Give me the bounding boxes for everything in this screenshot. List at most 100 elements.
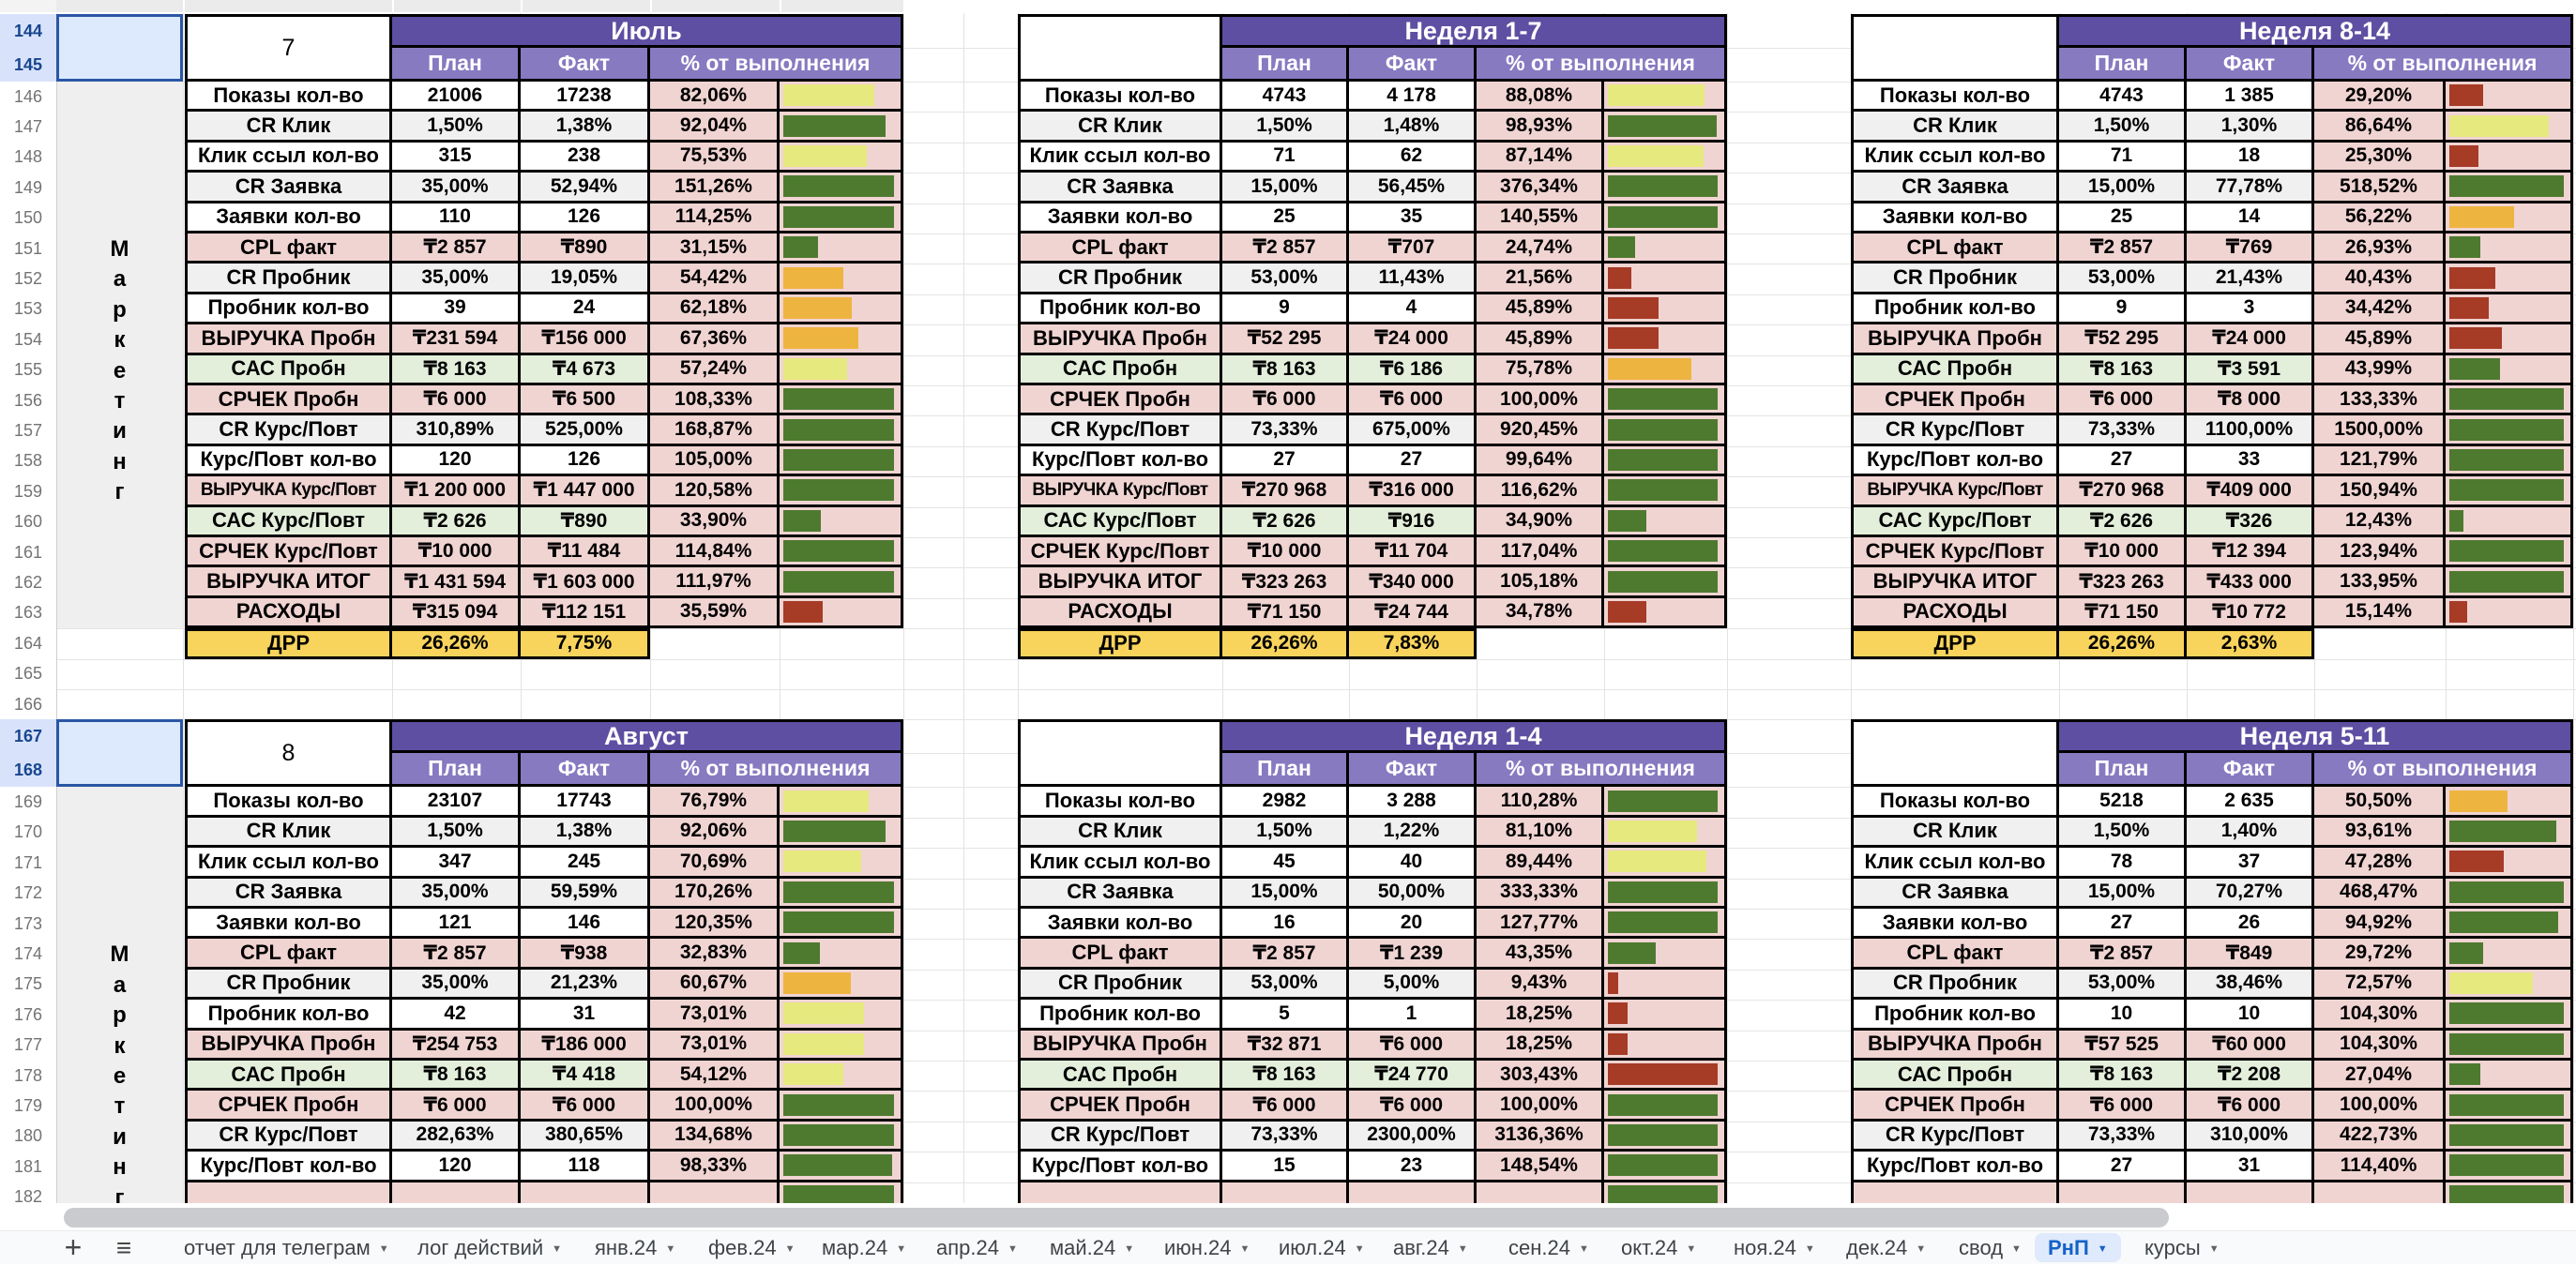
pct-value-cell[interactable]: 31,15% [650, 233, 780, 264]
metric-label-cell[interactable]: ВЫРУЧКА Курс/Повт [1018, 476, 1222, 507]
pct-value-cell[interactable]: 123,94% [2314, 537, 2446, 568]
row-header-172[interactable]: 172 [0, 878, 57, 910]
fact-value-cell[interactable]: ₸2 208 [2187, 1061, 2314, 1092]
sheet-tab-отчет для телеграм[interactable]: отчет для телеграм ▼ [171, 1233, 402, 1262]
fact-value-cell[interactable]: 17743 [521, 787, 650, 818]
pct-value-cell[interactable]: 100,00% [2314, 1091, 2446, 1122]
metric-label-cell[interactable]: Курс/Повт кол-во [1018, 1152, 1222, 1182]
pct-value-cell[interactable]: 303,43% [1477, 1061, 1604, 1092]
plan-value-cell[interactable]: 1,50% [1222, 817, 1349, 849]
plan-value-cell[interactable]: 15,00% [1222, 173, 1349, 203]
progress-bar-cell[interactable] [780, 445, 903, 477]
plan-value-cell[interactable]: ₸2 857 [392, 939, 521, 970]
plan-value-cell[interactable]: 35,00% [392, 969, 521, 1001]
pct-value-cell[interactable]: 92,06% [650, 817, 780, 849]
table-title-week-1-4[interactable]: Неделя 1-4 [1222, 719, 1727, 754]
fact-value-cell[interactable]: 10 [2187, 1000, 2314, 1031]
progress-bar-cell[interactable] [1604, 939, 1727, 970]
plan-value-cell[interactable]: 4743 [2059, 82, 2187, 113]
progress-bar-cell[interactable] [780, 1091, 903, 1122]
pct-value-cell[interactable]: 82,06% [650, 82, 780, 113]
column-header-fact[interactable]: Факт [2187, 48, 2314, 82]
row-header-148[interactable]: 148 [0, 142, 57, 174]
plan-value-cell[interactable]: ₸71 150 [1222, 597, 1349, 629]
plan-value-cell[interactable]: ₸2 857 [2059, 233, 2187, 264]
all-sheets-menu-button[interactable]: ≡ [115, 1232, 132, 1262]
plan-value-cell[interactable]: ₸323 263 [1222, 567, 1349, 598]
pct-value-cell[interactable]: 87,14% [1477, 142, 1604, 173]
table-title-week-5-11[interactable]: Неделя 5-11 [2059, 719, 2573, 754]
plan-value-cell[interactable]: ₸8 163 [2059, 1061, 2187, 1092]
fact-value-cell[interactable]: 19,05% [521, 264, 650, 294]
plan-value-cell[interactable]: 2982 [1222, 787, 1349, 818]
metric-label-cell[interactable]: СРЧЕК Пробн [185, 385, 392, 416]
sheet-tab-янв.24[interactable]: янв.24 ▼ [582, 1233, 689, 1262]
partial-row-cell[interactable] [392, 1182, 521, 1203]
metric-label-cell[interactable]: CPL факт [1851, 939, 2059, 970]
plan-value-cell[interactable]: 27 [1222, 445, 1349, 477]
fact-value-cell[interactable]: ₸433 000 [2187, 567, 2314, 598]
pct-value-cell[interactable]: 45,89% [1477, 294, 1604, 325]
pct-value-cell[interactable]: 114,40% [2314, 1152, 2446, 1182]
metric-label-cell[interactable]: ВЫРУЧКА Курс/Повт [1851, 476, 2059, 507]
drr-label-cell[interactable]: ДРР [1851, 628, 2059, 659]
pct-value-cell[interactable]: 29,72% [2314, 939, 2446, 970]
metric-label-cell[interactable]: Заявки кол-во [1851, 203, 2059, 233]
fact-value-cell[interactable]: ₸6 186 [1349, 354, 1477, 385]
progress-bar-cell[interactable] [780, 1061, 903, 1092]
pct-value-cell[interactable]: 108,33% [650, 385, 780, 416]
plan-value-cell[interactable]: 120 [392, 1152, 521, 1182]
pct-value-cell[interactable]: 100,00% [1477, 1091, 1604, 1122]
metric-label-cell[interactable]: САС Пробн [1851, 1061, 2059, 1092]
metric-label-cell[interactable]: Клик ссыл кол-во [1018, 142, 1222, 173]
pct-value-cell[interactable]: 45,89% [1477, 324, 1604, 355]
metric-label-cell[interactable]: CR Заявка [185, 878, 392, 909]
column-header-pct[interactable]: % от выполнения [650, 753, 903, 788]
fact-value-cell[interactable]: 14 [2187, 203, 2314, 233]
metric-label-cell[interactable]: РАСХОДЫ [185, 597, 392, 629]
plan-value-cell[interactable]: 73,33% [1222, 1121, 1349, 1152]
plan-value-cell[interactable]: 53,00% [2059, 969, 2187, 1001]
pct-value-cell[interactable]: 105,00% [650, 445, 780, 477]
plan-value-cell[interactable]: 10 [2059, 1000, 2187, 1031]
sheet-tab-лог действий[interactable]: лог действий ▼ [404, 1233, 575, 1262]
pct-value-cell[interactable]: 133,95% [2314, 567, 2446, 598]
pct-value-cell[interactable]: 43,35% [1477, 939, 1604, 970]
chevron-down-icon[interactable]: ▼ [1916, 1242, 1927, 1255]
chevron-down-icon[interactable]: ▼ [1457, 1242, 1468, 1255]
metric-label-cell[interactable]: ВЫРУЧКА ИТОГ [1851, 567, 2059, 598]
progress-bar-cell[interactable] [1604, 878, 1727, 909]
fact-value-cell[interactable]: 126 [521, 445, 650, 477]
progress-bar-cell[interactable] [1604, 142, 1727, 173]
fact-value-cell[interactable]: 77,78% [2187, 173, 2314, 203]
pct-value-cell[interactable]: 35,59% [650, 597, 780, 629]
pct-value-cell[interactable]: 75,78% [1477, 354, 1604, 385]
plan-value-cell[interactable]: ₸254 753 [392, 1030, 521, 1061]
fact-value-cell[interactable]: 31 [521, 1000, 650, 1031]
plan-value-cell[interactable]: ₸10 000 [1222, 537, 1349, 568]
progress-bar-cell[interactable] [780, 537, 903, 568]
table-title-august[interactable]: Август [392, 719, 903, 754]
plan-value-cell[interactable]: 15,00% [2059, 878, 2187, 909]
pct-value-cell[interactable]: 100,00% [650, 1091, 780, 1122]
fact-value-cell[interactable]: 50,00% [1349, 878, 1477, 909]
fact-value-cell[interactable]: 38,46% [2187, 969, 2314, 1001]
plan-value-cell[interactable]: 347 [392, 848, 521, 879]
metric-label-cell[interactable]: CR Курс/Повт [1018, 1121, 1222, 1152]
progress-bar-cell[interactable] [1604, 112, 1727, 143]
row-header-145[interactable]: 145 [0, 48, 57, 83]
progress-bar-cell[interactable] [2446, 173, 2573, 203]
fact-value-cell[interactable]: 33 [2187, 445, 2314, 477]
row-header-159[interactable]: 159 [0, 476, 57, 508]
metric-label-cell[interactable]: CR Пробник [185, 264, 392, 294]
plan-value-cell[interactable]: 9 [1222, 294, 1349, 325]
column-header-fact[interactable]: Факт [2187, 753, 2314, 788]
metric-label-cell[interactable]: ВЫРУЧКА Пробн [185, 1030, 392, 1061]
plan-value-cell[interactable]: 15,00% [2059, 173, 2187, 203]
fact-value-cell[interactable]: 118 [521, 1152, 650, 1182]
progress-bar-cell[interactable] [1604, 506, 1727, 537]
pct-value-cell[interactable]: 333,33% [1477, 878, 1604, 909]
metric-label-cell[interactable]: Заявки кол-во [1851, 909, 2059, 940]
fact-value-cell[interactable]: ₸769 [2187, 233, 2314, 264]
progress-bar-cell[interactable] [780, 233, 903, 264]
